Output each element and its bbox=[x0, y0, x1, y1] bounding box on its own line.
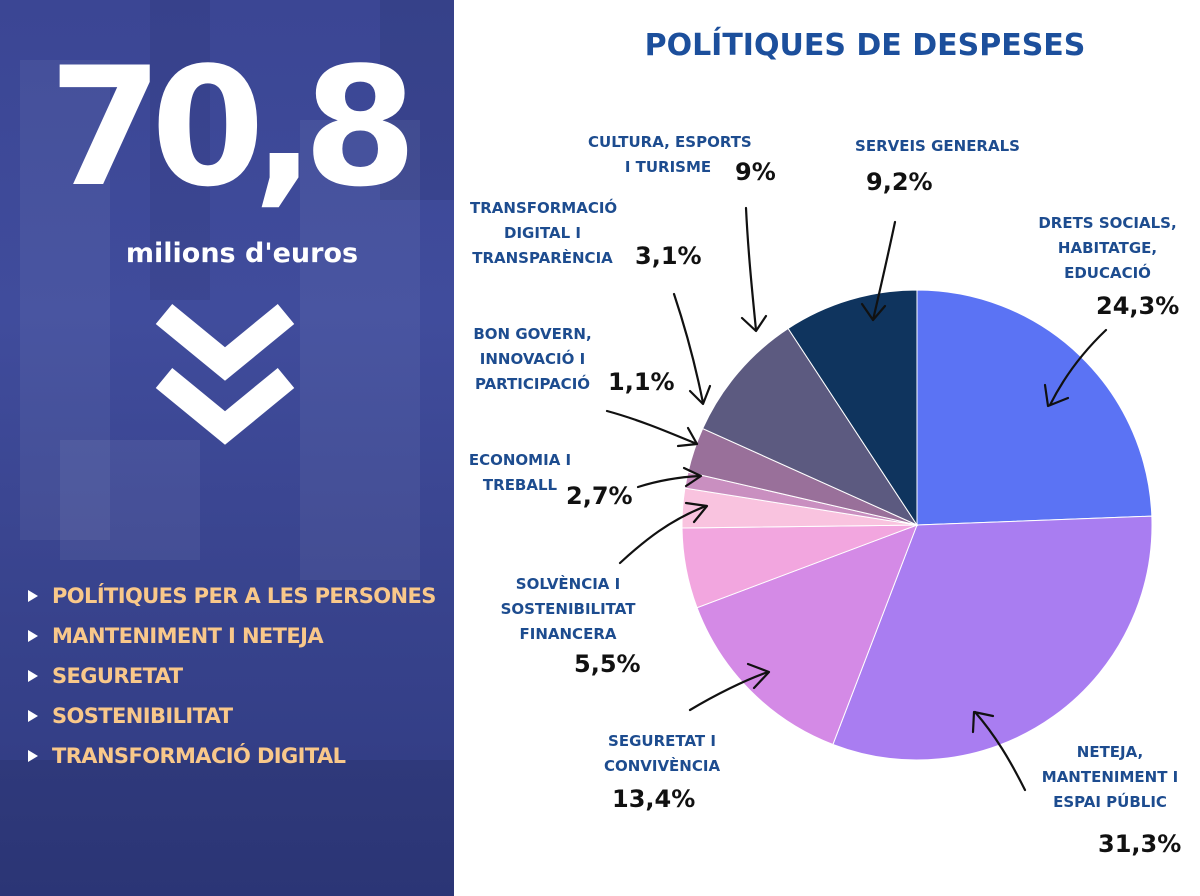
priorities-list: POLÍTIQUES PER A LES PERSONES MANTENIMEN… bbox=[28, 576, 436, 776]
priority-item: MANTENIMENT I NETEJA bbox=[28, 616, 436, 656]
arrow-neteja bbox=[971, 710, 1027, 792]
pie-slice-neteja bbox=[832, 515, 1153, 761]
priority-label: SOSTENIBILITAT bbox=[52, 704, 233, 728]
bullet-triangle-icon bbox=[28, 630, 38, 642]
value-drets-socials: 24,3% bbox=[1096, 292, 1180, 320]
arrow-drets-socials bbox=[1043, 328, 1108, 408]
label-economia: ECONOMIA I TREBALL bbox=[468, 451, 572, 494]
bullet-triangle-icon bbox=[28, 670, 38, 682]
background-photo-texture bbox=[0, 0, 454, 896]
label-drets-socials: DRETS SOCIALS, HABITATGE, EDUCACIÓ bbox=[1038, 214, 1177, 282]
headline-unit: milions d'euros bbox=[125, 238, 359, 269]
priority-item: SEGURETAT bbox=[28, 656, 436, 696]
left-panel: 70,8 milions d'euros POLÍTIQUES PER A LE… bbox=[0, 0, 454, 896]
arrow-serveis-generals bbox=[860, 220, 897, 322]
priority-label: POLÍTIQUES PER A LES PERSONES bbox=[52, 584, 436, 608]
arrow-solvencia bbox=[618, 501, 709, 565]
priority-item: SOSTENIBILITAT bbox=[28, 696, 436, 736]
arrow-bon-govern bbox=[605, 409, 699, 448]
label-seguretat: SEGURETAT I CONVIVÈNCIA bbox=[603, 732, 721, 775]
priority-item: TRANSFORMACIÓ DIGITAL bbox=[28, 736, 436, 776]
label-neteja: NETEJA, MANTENIMENT I ESPAI PÚBLIC bbox=[1041, 743, 1179, 811]
bullet-triangle-icon bbox=[28, 710, 38, 722]
value-economia: 2,7% bbox=[566, 482, 633, 510]
arrow-transformacio bbox=[672, 292, 712, 406]
pie-slice-seguretat bbox=[696, 524, 918, 746]
arrow-seguretat bbox=[688, 662, 771, 712]
pie-slice-cultura bbox=[702, 327, 919, 527]
bullet-triangle-icon bbox=[28, 590, 38, 602]
label-solvencia: SOLVÈNCIA I SOSTENIBILITAT FINANCERA bbox=[500, 575, 636, 643]
value-seguretat: 13,4% bbox=[612, 785, 696, 813]
bullet-triangle-icon bbox=[28, 750, 38, 762]
arrow-economia bbox=[636, 466, 703, 489]
label-cultura: CULTURA, ESPORTS I TURISME bbox=[588, 133, 752, 176]
priority-label: MANTENIMENT I NETEJA bbox=[52, 624, 324, 648]
value-solvencia: 5,5% bbox=[574, 650, 641, 678]
pie-slice-drets-socials bbox=[916, 289, 1153, 526]
arrow-cultura bbox=[740, 206, 768, 333]
priority-item: POLÍTIQUES PER A LES PERSONES bbox=[28, 576, 436, 616]
label-transformacio: TRANSFORMACIÓ DIGITAL I TRANSPARÈNCIA bbox=[470, 199, 618, 267]
chart-title: POLÍTIQUES DE DESPESES bbox=[644, 28, 1086, 63]
value-neteja: 31,3% bbox=[1098, 830, 1182, 858]
value-bon-govern: 1,1% bbox=[608, 368, 675, 396]
label-bon-govern: BON GOVERN, INNOVACIÓ I PARTICIPACIÓ bbox=[473, 325, 592, 393]
value-transformacio: 3,1% bbox=[635, 242, 702, 270]
priority-label: TRANSFORMACIÓ DIGITAL bbox=[52, 744, 346, 768]
headline-value: 70,8 bbox=[48, 32, 418, 223]
priority-label: SEGURETAT bbox=[52, 664, 183, 688]
label-serveis-generals: SERVEIS GENERALS bbox=[855, 137, 1020, 155]
double-chevron-down-icon bbox=[155, 303, 295, 445]
pie-slice-serveis-generals bbox=[787, 289, 918, 527]
value-cultura: 9% bbox=[735, 158, 776, 186]
value-serveis-generals: 9,2% bbox=[866, 168, 933, 196]
